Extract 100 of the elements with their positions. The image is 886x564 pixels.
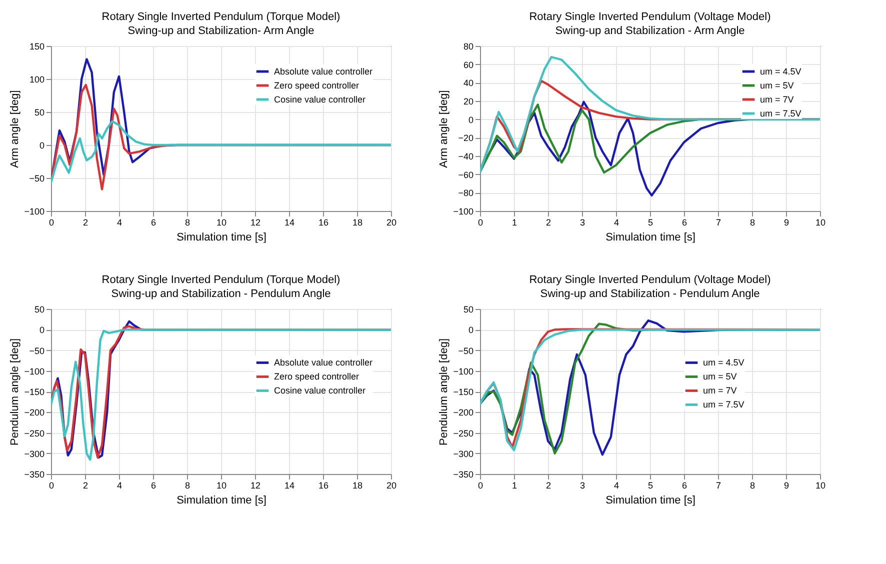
x-tick-label: 8 — [184, 480, 190, 490]
y-axis-title: Pendulum angle [deg] — [9, 338, 22, 446]
x-tick-label: 1 — [512, 218, 518, 228]
x-tick-label: 5 — [648, 480, 654, 490]
x-tick-label: 7 — [716, 480, 722, 490]
x-tick-label: 10 — [216, 480, 227, 490]
y-tick-label: −100 — [24, 206, 44, 216]
x-tick-label: 0 — [48, 218, 54, 228]
y-axis-title: Arm angle [deg] — [438, 90, 450, 168]
x-tick-label: 2 — [546, 480, 552, 490]
x-tick-label: 10 — [216, 218, 227, 228]
y-tick-label: −300 — [24, 448, 44, 459]
x-tick-label: 4 — [614, 480, 620, 490]
legend-label: um = 4.5V — [760, 66, 802, 76]
y-tick-label: −100 — [453, 366, 474, 376]
y-tick-label: 80 — [463, 42, 474, 52]
x-tick-label: 0 — [478, 218, 484, 228]
legend-label: um = 4.5V — [703, 358, 744, 368]
chart-subtitle: Swing-up and Stabilization - Arm Angle — [555, 25, 745, 37]
x-tick-label: 4 — [116, 218, 122, 228]
chart-title: Rotary Single Inverted Pendulum (Voltage Model) — [529, 274, 771, 286]
y-tick-label: −150 — [24, 387, 44, 397]
x-tick-label: 20 — [386, 480, 397, 490]
chart-subtitle: Swing-up and Stabilization- Arm Angle — [128, 25, 314, 37]
x-tick-label: 20 — [386, 218, 397, 228]
x-axis-title: Simulation time [s] — [176, 494, 266, 506]
x-tick-label: 3 — [580, 480, 586, 490]
legend-label: Cosine value controller — [274, 94, 366, 104]
y-tick-label: −100 — [24, 366, 44, 376]
y-tick-label: 0 — [39, 140, 44, 150]
chart-title: Rotary Single Inverted Pendulum (Torque Model) — [102, 11, 340, 23]
x-tick-label: 12 — [250, 480, 261, 490]
y-tick-label: −350 — [24, 470, 44, 480]
y-tick-label: 50 — [34, 304, 44, 314]
y-tick-label: −60 — [458, 170, 474, 180]
y-tick-label: 0 — [468, 114, 474, 125]
legend-label: Absolute value controller — [274, 358, 373, 368]
legend-label: Zero speed controller — [274, 372, 360, 382]
y-tick-label: 20 — [463, 96, 474, 106]
legend-label: um = 7V — [760, 94, 794, 104]
chart-subtitle: Swing-up and Stabilization - Pendulum Angle — [111, 288, 331, 300]
x-tick-label: 2 — [82, 218, 88, 228]
x-tick-label: 4 — [116, 480, 122, 490]
y-tick-label: −300 — [453, 448, 474, 459]
y-tick-label: 150 — [29, 42, 44, 52]
y-tick-label: −200 — [453, 408, 474, 418]
x-tick-label: 2 — [82, 480, 88, 490]
x-tick-label: 8 — [750, 218, 756, 228]
y-tick-label: −250 — [453, 428, 474, 438]
legend-label: um = 7V — [703, 386, 737, 396]
x-axis-title: Simulation time [s] — [176, 232, 266, 244]
x-tick-label: 14 — [284, 480, 295, 490]
y-tick-label: 0 — [39, 325, 44, 336]
x-tick-label: 6 — [682, 218, 688, 228]
y-tick-label: −350 — [453, 470, 474, 480]
line-series — [51, 120, 391, 184]
x-tick-label: 6 — [682, 480, 688, 490]
line-series — [480, 56, 820, 173]
legend-label: um = 5V — [703, 372, 737, 382]
y-tick-label: 60 — [463, 60, 474, 70]
x-tick-label: 3 — [580, 218, 586, 228]
x-tick-label: 14 — [284, 218, 295, 228]
x-axis-title: Simulation time [s] — [606, 494, 696, 506]
x-tick-label: 6 — [150, 480, 156, 490]
y-tick-label: 50 — [34, 108, 44, 118]
x-tick-label: 1 — [512, 480, 518, 490]
y-tick-label: −50 — [29, 346, 44, 356]
chart-subtitle: Swing-up and Stabilization - Pendulum Angle — [540, 288, 760, 300]
legend-label: um = 7.5V — [760, 108, 802, 118]
x-tick-label: 8 — [750, 480, 756, 490]
y-axis-title: Pendulum angle [deg] — [438, 338, 450, 446]
x-axis-title: Simulation time [s] — [606, 232, 696, 244]
x-tick-label: 7 — [716, 218, 722, 228]
x-tick-label: 16 — [318, 480, 329, 490]
y-tick-label: −150 — [453, 387, 474, 397]
y-tick-label: −250 — [24, 428, 44, 438]
x-tick-label: 18 — [352, 218, 363, 228]
x-tick-label: 9 — [784, 218, 790, 228]
x-tick-label: 8 — [184, 218, 190, 228]
x-tick-label: 18 — [352, 480, 363, 490]
x-tick-label: 0 — [48, 480, 54, 490]
y-tick-label: −20 — [458, 133, 474, 144]
x-tick-label: 10 — [815, 218, 826, 228]
x-tick-label: 5 — [648, 218, 654, 228]
x-tick-label: 10 — [815, 480, 826, 490]
x-tick-label: 9 — [784, 480, 790, 490]
y-tick-label: −100 — [453, 206, 474, 216]
y-tick-label: 40 — [463, 78, 474, 88]
chart-title: Rotary Single Inverted Pendulum (Torque Model) — [102, 274, 340, 286]
y-tick-label: 100 — [29, 74, 44, 84]
y-tick-label: −50 — [458, 346, 474, 356]
legend-label: Absolute value controller — [274, 66, 373, 76]
y-tick-label: 50 — [463, 304, 474, 314]
x-tick-label: 16 — [318, 218, 329, 228]
x-tick-label: 6 — [150, 218, 156, 228]
x-tick-label: 12 — [250, 218, 261, 228]
chart-title: Rotary Single Inverted Pendulum (Voltage Model) — [529, 11, 771, 23]
legend-label: Cosine value controller — [274, 386, 366, 396]
y-tick-label: −200 — [24, 408, 44, 418]
y-tick-label: −50 — [29, 174, 44, 184]
